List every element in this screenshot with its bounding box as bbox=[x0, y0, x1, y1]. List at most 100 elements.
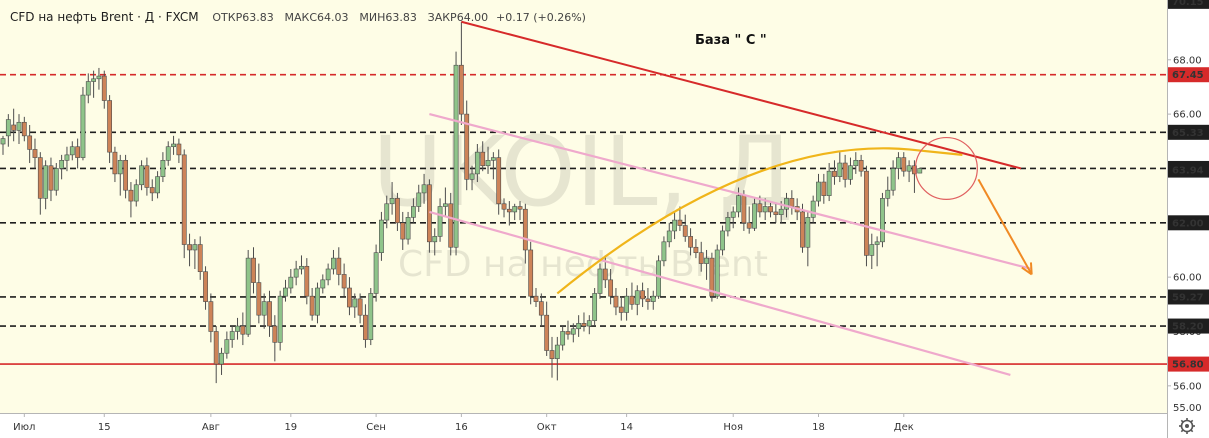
price-tick-label: 56.00 bbox=[1173, 381, 1202, 392]
candle-body bbox=[634, 290, 640, 305]
level-price-label-bg bbox=[1168, 318, 1209, 334]
candle-body bbox=[666, 230, 672, 243]
candle-body bbox=[554, 344, 560, 359]
candle-body bbox=[299, 265, 304, 270]
candle-body bbox=[837, 162, 843, 177]
drawings[interactable] bbox=[429, 20, 1033, 377]
ohlc-close: ЗАКР64.00 bbox=[428, 11, 489, 24]
candle-body bbox=[613, 295, 619, 308]
candle-body bbox=[880, 198, 885, 243]
candle-body bbox=[912, 165, 917, 175]
level-price-label-bg bbox=[1168, 215, 1209, 231]
candle-body bbox=[805, 217, 811, 248]
axes: 56.0058.0060.0062.0064.0066.0068.0055.00… bbox=[13, 0, 1209, 433]
candle-body bbox=[901, 157, 907, 172]
candle-body bbox=[709, 257, 715, 297]
settings-gear-icon[interactable] bbox=[1179, 418, 1195, 434]
candle-body bbox=[27, 135, 33, 150]
candle-body bbox=[725, 217, 731, 232]
time-tick-label: 14 bbox=[620, 422, 633, 433]
candle-body bbox=[640, 290, 645, 300]
candle-body bbox=[485, 160, 491, 167]
candle-body bbox=[379, 219, 384, 253]
candle-body bbox=[629, 295, 635, 305]
candle-body bbox=[395, 198, 400, 224]
candle-body bbox=[197, 244, 203, 273]
forecast-arrow-shaft bbox=[977, 178, 1033, 275]
candle-body bbox=[618, 306, 624, 313]
candle-body bbox=[69, 146, 75, 156]
candle-body bbox=[277, 295, 283, 343]
candle-body bbox=[858, 160, 864, 172]
level-price-label: 67.45 bbox=[1172, 70, 1204, 81]
candle-body bbox=[107, 100, 112, 153]
horizontal-levels bbox=[0, 73, 1167, 365]
level-price-label-bg bbox=[1168, 0, 1209, 9]
chart-header: CFD на нефть Brent · Д · FXCM ОТКР63.83 … bbox=[10, 10, 586, 24]
candle-body bbox=[890, 168, 896, 191]
candle-body bbox=[165, 146, 171, 161]
candle-body bbox=[442, 203, 448, 207]
candle-body bbox=[714, 249, 720, 297]
candle-body bbox=[235, 325, 240, 332]
candle-body bbox=[661, 241, 667, 262]
candle-body bbox=[645, 298, 651, 302]
candle-body bbox=[373, 252, 379, 294]
candle-body bbox=[677, 219, 683, 226]
candle-body bbox=[437, 206, 443, 237]
candle-body bbox=[75, 146, 81, 158]
level-price-label-bg bbox=[1168, 356, 1209, 372]
candle-body bbox=[746, 222, 752, 229]
candle-body bbox=[464, 113, 470, 180]
candle-body bbox=[917, 168, 923, 174]
candle-body bbox=[304, 265, 310, 297]
time-tick-label: Сен bbox=[366, 422, 386, 433]
level-price-label: 63.94 bbox=[1172, 166, 1204, 177]
candle-body bbox=[208, 301, 214, 332]
time-tick-label: Окт bbox=[537, 422, 557, 433]
candle-body bbox=[864, 170, 869, 256]
candle-body bbox=[21, 121, 27, 137]
candle-body bbox=[85, 81, 91, 96]
candle-body bbox=[800, 211, 805, 248]
candle-body bbox=[5, 119, 11, 137]
candlestick-series bbox=[0, 21, 923, 384]
candle-body bbox=[256, 282, 262, 316]
candle-body bbox=[720, 230, 725, 251]
candle-body bbox=[213, 331, 219, 365]
candle-body bbox=[421, 184, 427, 194]
base-annotation[interactable]: База " С " bbox=[695, 33, 767, 48]
candle-body bbox=[538, 301, 544, 316]
level-price-label: 58.20 bbox=[1172, 322, 1204, 333]
candle-body bbox=[347, 287, 352, 308]
candle-body bbox=[789, 198, 795, 207]
level-price-label-bg bbox=[1168, 289, 1209, 305]
candle-body bbox=[672, 219, 677, 232]
candle-body bbox=[117, 160, 123, 175]
candle-body bbox=[123, 160, 128, 191]
trendline-pink-upper bbox=[429, 113, 1032, 271]
candle-body bbox=[453, 64, 459, 248]
candle-body bbox=[842, 162, 848, 180]
candle-body bbox=[853, 160, 859, 167]
candle-body bbox=[730, 211, 736, 218]
candle-body bbox=[155, 176, 160, 194]
ohlc-change: +0.17 (+0.26%) bbox=[496, 11, 586, 24]
price-tick-label: 66.00 bbox=[1173, 110, 1202, 121]
candle-body bbox=[656, 260, 661, 297]
candle-body bbox=[544, 314, 550, 351]
level-price-label-bg bbox=[1168, 67, 1209, 83]
candle-body bbox=[181, 154, 187, 245]
candle-body bbox=[48, 165, 54, 191]
level-price-label-bg bbox=[1168, 124, 1209, 140]
candle-body bbox=[506, 208, 512, 213]
symbol-title: CFD на нефть Brent · Д · FXCM bbox=[10, 10, 199, 24]
candle-body bbox=[602, 268, 608, 281]
candle-body bbox=[581, 323, 587, 327]
watermark-main: UKOIL, Д bbox=[372, 116, 793, 228]
candle-body bbox=[43, 165, 49, 199]
time-tick-label: 16 bbox=[455, 422, 468, 433]
time-tick-label: Июл bbox=[13, 422, 35, 433]
candle-body bbox=[11, 124, 17, 131]
